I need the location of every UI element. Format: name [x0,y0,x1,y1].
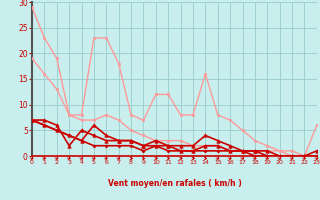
X-axis label: Vent moyen/en rafales ( km/h ): Vent moyen/en rafales ( km/h ) [108,179,241,188]
